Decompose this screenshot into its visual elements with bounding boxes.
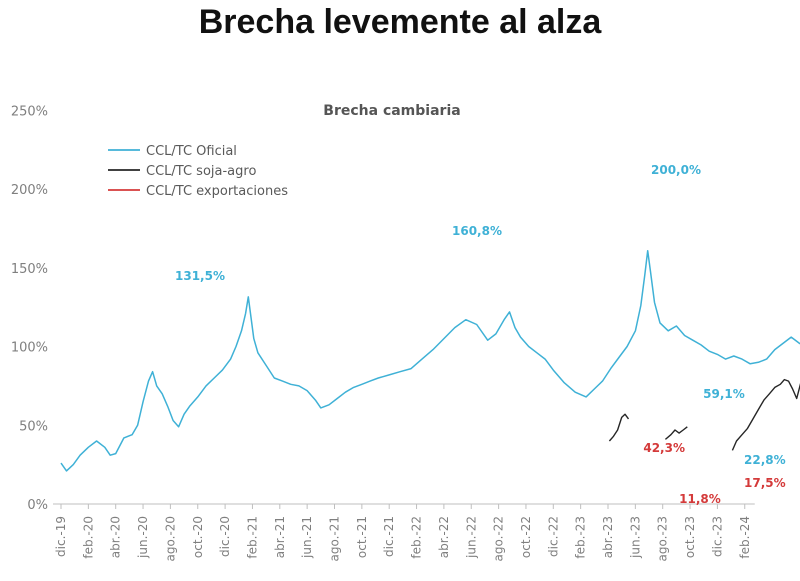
- legend-label: CCL/TC Oficial: [146, 144, 237, 159]
- x-tick-label: feb.-24: [738, 516, 752, 559]
- series-line-ccl-tc-oficial: [60, 249, 800, 472]
- y-tick-label: 0%: [27, 498, 48, 513]
- x-tick-label: abr.-21: [273, 516, 287, 558]
- series-layer: [60, 249, 800, 472]
- x-tick-label: oct.-20: [191, 516, 205, 558]
- x-tick-label: abr.-22: [437, 516, 451, 558]
- x-tick-label: jun.-21: [300, 516, 314, 559]
- data-label: 200,0%: [651, 163, 701, 177]
- y-tick-label: 250%: [11, 104, 48, 119]
- x-tick-label: abr.-23: [601, 516, 615, 558]
- x-tick-label: ago.-21: [328, 516, 342, 562]
- data-label: 22,8%: [744, 453, 786, 467]
- x-tick-label: ago.-20: [163, 516, 177, 562]
- x-tick-label: dic.-22: [546, 516, 560, 557]
- x-tick-label: oct.-22: [519, 516, 533, 558]
- y-tick-label: 150%: [11, 262, 48, 277]
- x-tick-label: feb.-22: [410, 516, 424, 559]
- x-tick-label: dic.-19: [54, 516, 68, 557]
- x-tick-label: oct.-21: [355, 516, 369, 558]
- data-label: 17,5%: [744, 476, 786, 490]
- x-tick-label: dic.-20: [218, 516, 232, 557]
- y-axis-labels: 0% 50% 100% 150% 200% 250%: [11, 104, 48, 513]
- y-tick-label: 50%: [19, 419, 48, 434]
- x-tick-label: dic.-23: [710, 516, 724, 557]
- x-tick-label: jun.-23: [628, 516, 642, 559]
- x-tick-label: oct.-23: [683, 516, 697, 558]
- legend-label: CCL/TC soja-agro: [146, 164, 256, 179]
- x-axis-labels: dic.-19 feb.-20 abr.-20 jun.-20 ago.-20 oct.-…: [54, 516, 752, 562]
- x-tick-label: ago.-22: [492, 516, 506, 562]
- x-tick-label: ago.-23: [656, 516, 670, 562]
- x-axis-ticks: [60, 504, 746, 509]
- data-label: 131,5%: [175, 269, 225, 283]
- page-headline: Brecha levemente al alza: [198, 3, 602, 41]
- x-tick-label: feb.-20: [81, 516, 95, 559]
- x-tick-label: jun.-20: [136, 516, 150, 559]
- legend: CCL/TC Oficial CCL/TC soja-agro CCL/TC exp…: [108, 144, 288, 199]
- x-tick-label: dic.-21: [382, 516, 396, 557]
- annotations: 131,5% 160,8% 200,0% 59,1% 22,8% 42,3% 11,8% 17…: [175, 163, 786, 506]
- data-label: 11,8%: [679, 492, 721, 506]
- x-tick-label: jun.-22: [464, 516, 478, 559]
- y-tick-label: 200%: [11, 183, 48, 198]
- legend-label: CCL/TC exportaciones: [146, 184, 288, 199]
- chart-title: Brecha cambiaria: [323, 103, 460, 119]
- series-line-ccl-tc-soja-agro: [731, 378, 800, 451]
- data-label: 59,1%: [703, 387, 745, 401]
- x-tick-label: feb.-23: [574, 516, 588, 559]
- data-label: 42,3%: [643, 441, 685, 455]
- data-label: 160,8%: [452, 224, 502, 238]
- x-tick-label: feb.-21: [245, 516, 259, 559]
- series-line-ccl-tc-soja-agro: [664, 426, 688, 440]
- x-tick-label: abr.-20: [109, 516, 123, 558]
- y-tick-label: 100%: [11, 341, 48, 356]
- series-line-ccl-tc-soja-agro: [608, 413, 630, 442]
